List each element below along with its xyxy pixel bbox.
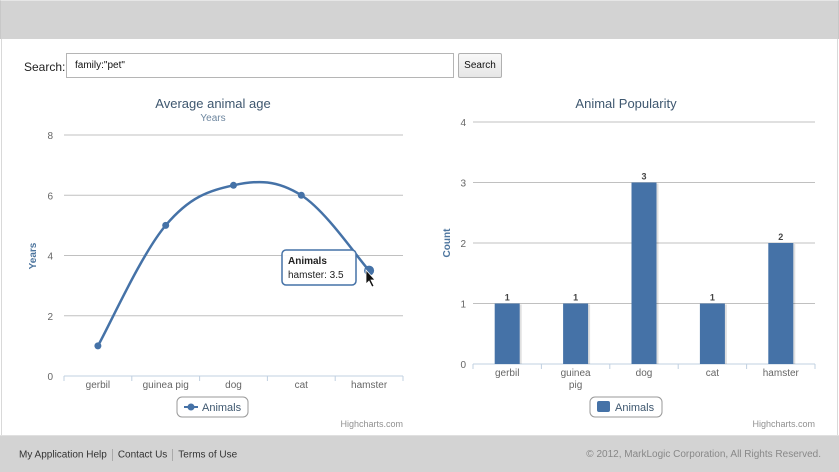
y-tick-label: 4 <box>47 252 53 263</box>
bar-chart-bars: 1 1 3 1 2 <box>494 172 796 365</box>
x-tick-label: dog <box>636 368 653 379</box>
bar-data-label: 1 <box>505 293 510 303</box>
y-tick-label: 1 <box>460 300 466 311</box>
data-point[interactable] <box>297 191 305 199</box>
header-bar <box>0 0 839 39</box>
x-tick-label: guinea pig <box>143 380 189 391</box>
y-tick-label: 2 <box>460 239 466 250</box>
bar[interactable] <box>699 303 725 365</box>
footer-link-contact[interactable]: Contact Us <box>117 449 168 461</box>
x-tick-label: gerbil <box>495 368 519 379</box>
line-chart-y-axis-title: Years <box>28 242 39 269</box>
bar-data-label: 3 <box>641 172 646 182</box>
legend-square-marker-icon <box>597 401 610 412</box>
bar-data-label: 1 <box>573 293 578 303</box>
line-chart-title: Average animal age <box>155 96 270 111</box>
bar-chart: Animal Popularity Count 0 1 2 3 4 1 1 3 1 2 gerb… <box>442 96 816 429</box>
x-tick-label: cat <box>706 368 720 379</box>
copyright-text: © 2012, MarkLogic Corporation, All Right… <box>586 449 821 460</box>
footer-separator <box>172 449 174 461</box>
bar-chart-title: Animal Popularity <box>575 96 677 111</box>
bar[interactable] <box>768 243 794 364</box>
search-label: Search: <box>24 60 66 74</box>
bar[interactable] <box>631 182 657 365</box>
tooltip-value: hamster: 3.5 <box>288 270 344 281</box>
bar-legend-label: Animals <box>615 402 655 414</box>
footer: My Application Help Contact Us Terms of Us… <box>0 435 839 472</box>
data-point[interactable] <box>94 342 102 350</box>
line-chart-subtitle: Years <box>200 113 225 124</box>
bar-chart-credits[interactable]: Highcharts.com <box>752 419 815 429</box>
x-tick-label: hamster <box>351 380 388 391</box>
bar-data-label: 1 <box>710 293 715 303</box>
line-chart-legend[interactable]: Animals <box>176 396 249 418</box>
data-point[interactable] <box>230 181 237 189</box>
search-input[interactable] <box>66 53 454 78</box>
main-content <box>1 39 838 435</box>
line-chart-credits[interactable]: Highcharts.com <box>340 419 403 429</box>
legend-circle-marker-icon <box>187 403 195 411</box>
y-tick-label: 4 <box>460 118 466 129</box>
bar[interactable] <box>563 303 589 365</box>
x-tick-label: gerbil <box>86 380 110 391</box>
y-tick-label: 6 <box>47 191 53 202</box>
footer-link-terms[interactable]: Terms of Use <box>178 449 238 461</box>
line-chart: Average animal age Years Years 0 2 4 6 8 ger… <box>28 96 404 429</box>
line-chart-grid: 0 2 4 6 8 <box>47 131 403 383</box>
x-tick-label: cat <box>295 380 309 391</box>
line-chart-x-labels: gerbil guinea pig dog cat hamster <box>63 376 404 391</box>
footer-links: My Application Help Contact Us Terms of Us… <box>19 449 237 461</box>
y-tick-label: 0 <box>460 360 466 371</box>
y-tick-label: 8 <box>47 131 53 142</box>
footer-separator <box>111 449 113 461</box>
bar-data-label: 2 <box>778 232 783 242</box>
x-tick-label: pig <box>569 380 582 391</box>
line-legend-label: Animals <box>202 402 242 414</box>
footer-link-help[interactable]: My Application Help <box>19 449 107 461</box>
tooltip-series-name: Animals <box>288 256 327 267</box>
bar-chart-legend[interactable]: Animals <box>589 396 663 418</box>
y-tick-label: 0 <box>47 372 53 383</box>
mouse-cursor-icon <box>365 268 376 288</box>
data-point[interactable] <box>162 221 170 229</box>
x-tick-label: hamster <box>763 368 800 379</box>
y-tick-label: 2 <box>47 312 53 323</box>
x-tick-label: dog <box>225 380 242 391</box>
x-tick-label: guinea <box>561 368 591 379</box>
bar-chart-y-axis-title: Count <box>442 228 453 258</box>
bar[interactable] <box>494 303 520 365</box>
y-tick-label: 3 <box>460 179 466 190</box>
line-chart-tooltip: Animals hamster: 3.5 <box>281 249 357 286</box>
search-button[interactable]: Search <box>458 53 502 78</box>
